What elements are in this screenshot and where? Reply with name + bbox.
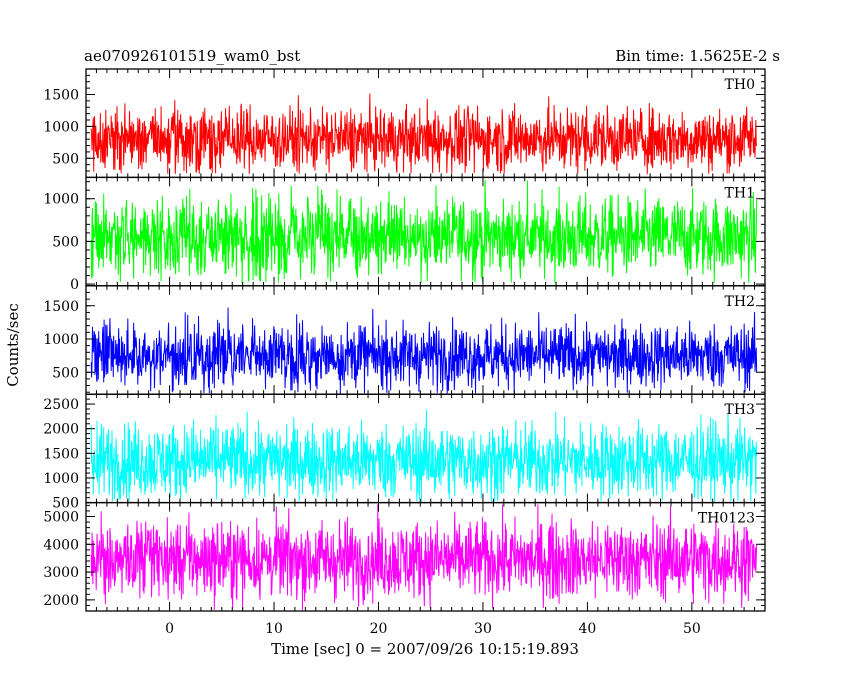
series-line-th0123 bbox=[90, 504, 758, 611]
y-tick-label: 2500 bbox=[43, 397, 79, 413]
y-tick-label: 1500 bbox=[43, 446, 79, 462]
y-tick-label: 500 bbox=[52, 365, 79, 381]
y-tick-label: 5000 bbox=[43, 509, 79, 525]
panel-label-th0: TH0 bbox=[725, 77, 755, 93]
chart-title: ae070926101519_wam0_bst bbox=[84, 47, 300, 65]
y-tick-label: 2000 bbox=[43, 422, 79, 438]
series-line-th1 bbox=[90, 179, 758, 285]
series-line-th3 bbox=[90, 409, 758, 503]
y-tick-label: 500 bbox=[52, 496, 79, 512]
series-line-th0 bbox=[90, 93, 758, 175]
y-tick-label: 500 bbox=[52, 151, 79, 167]
y-tick-label: 4000 bbox=[43, 537, 79, 553]
panel-th0: 500 1000 1500 TH0 bbox=[43, 68, 766, 179]
series-line-th2 bbox=[90, 307, 758, 394]
y-tick-label: 1500 bbox=[43, 299, 79, 315]
x-tick-label: 50 bbox=[683, 621, 701, 637]
x-tick-label: 10 bbox=[265, 621, 283, 637]
panel-th3: 500 1000 1500 2000 2500 TH3 bbox=[43, 393, 766, 512]
panel-label-th3: TH3 bbox=[725, 402, 755, 418]
bin-time-label: Bin time: 1.5625E-2 s bbox=[615, 47, 780, 65]
y-axis-label: Counts/sec bbox=[4, 303, 22, 387]
y-tick-label: 0 bbox=[70, 277, 79, 293]
y-tick-label: 2000 bbox=[43, 593, 79, 609]
x-tick-label: 20 bbox=[370, 621, 388, 637]
y-tick-label: 1000 bbox=[43, 471, 79, 487]
panel-th1: 0 500 1000 TH1 bbox=[43, 176, 766, 293]
x-axis: 0 10 20 30 40 50 bbox=[165, 621, 701, 637]
y-tick-label: 1500 bbox=[43, 88, 79, 104]
x-axis-label: Time [sec] 0 = 2007/09/26 10:15:19.893 bbox=[271, 640, 579, 658]
y-tick-label: 1000 bbox=[43, 332, 79, 348]
panel-th2: 500 1000 1500 TH2 bbox=[43, 285, 766, 395]
y-tick-label: 1000 bbox=[43, 192, 79, 208]
panel-label-th2: TH2 bbox=[725, 294, 755, 310]
y-tick-label: 3000 bbox=[43, 565, 79, 581]
y-tick-label: 500 bbox=[52, 234, 79, 250]
y-tick-label: 1000 bbox=[43, 119, 79, 135]
x-tick-label: 0 bbox=[165, 621, 174, 637]
panel-th0123: 2000 3000 4000 5000 TH0123 bbox=[43, 501, 766, 612]
x-tick-label: 30 bbox=[474, 621, 492, 637]
panel-frame bbox=[85, 501, 766, 612]
panel-label-th0123: TH0123 bbox=[698, 511, 755, 527]
x-tick-label: 40 bbox=[579, 621, 597, 637]
panel-label-th1: TH1 bbox=[725, 185, 755, 201]
